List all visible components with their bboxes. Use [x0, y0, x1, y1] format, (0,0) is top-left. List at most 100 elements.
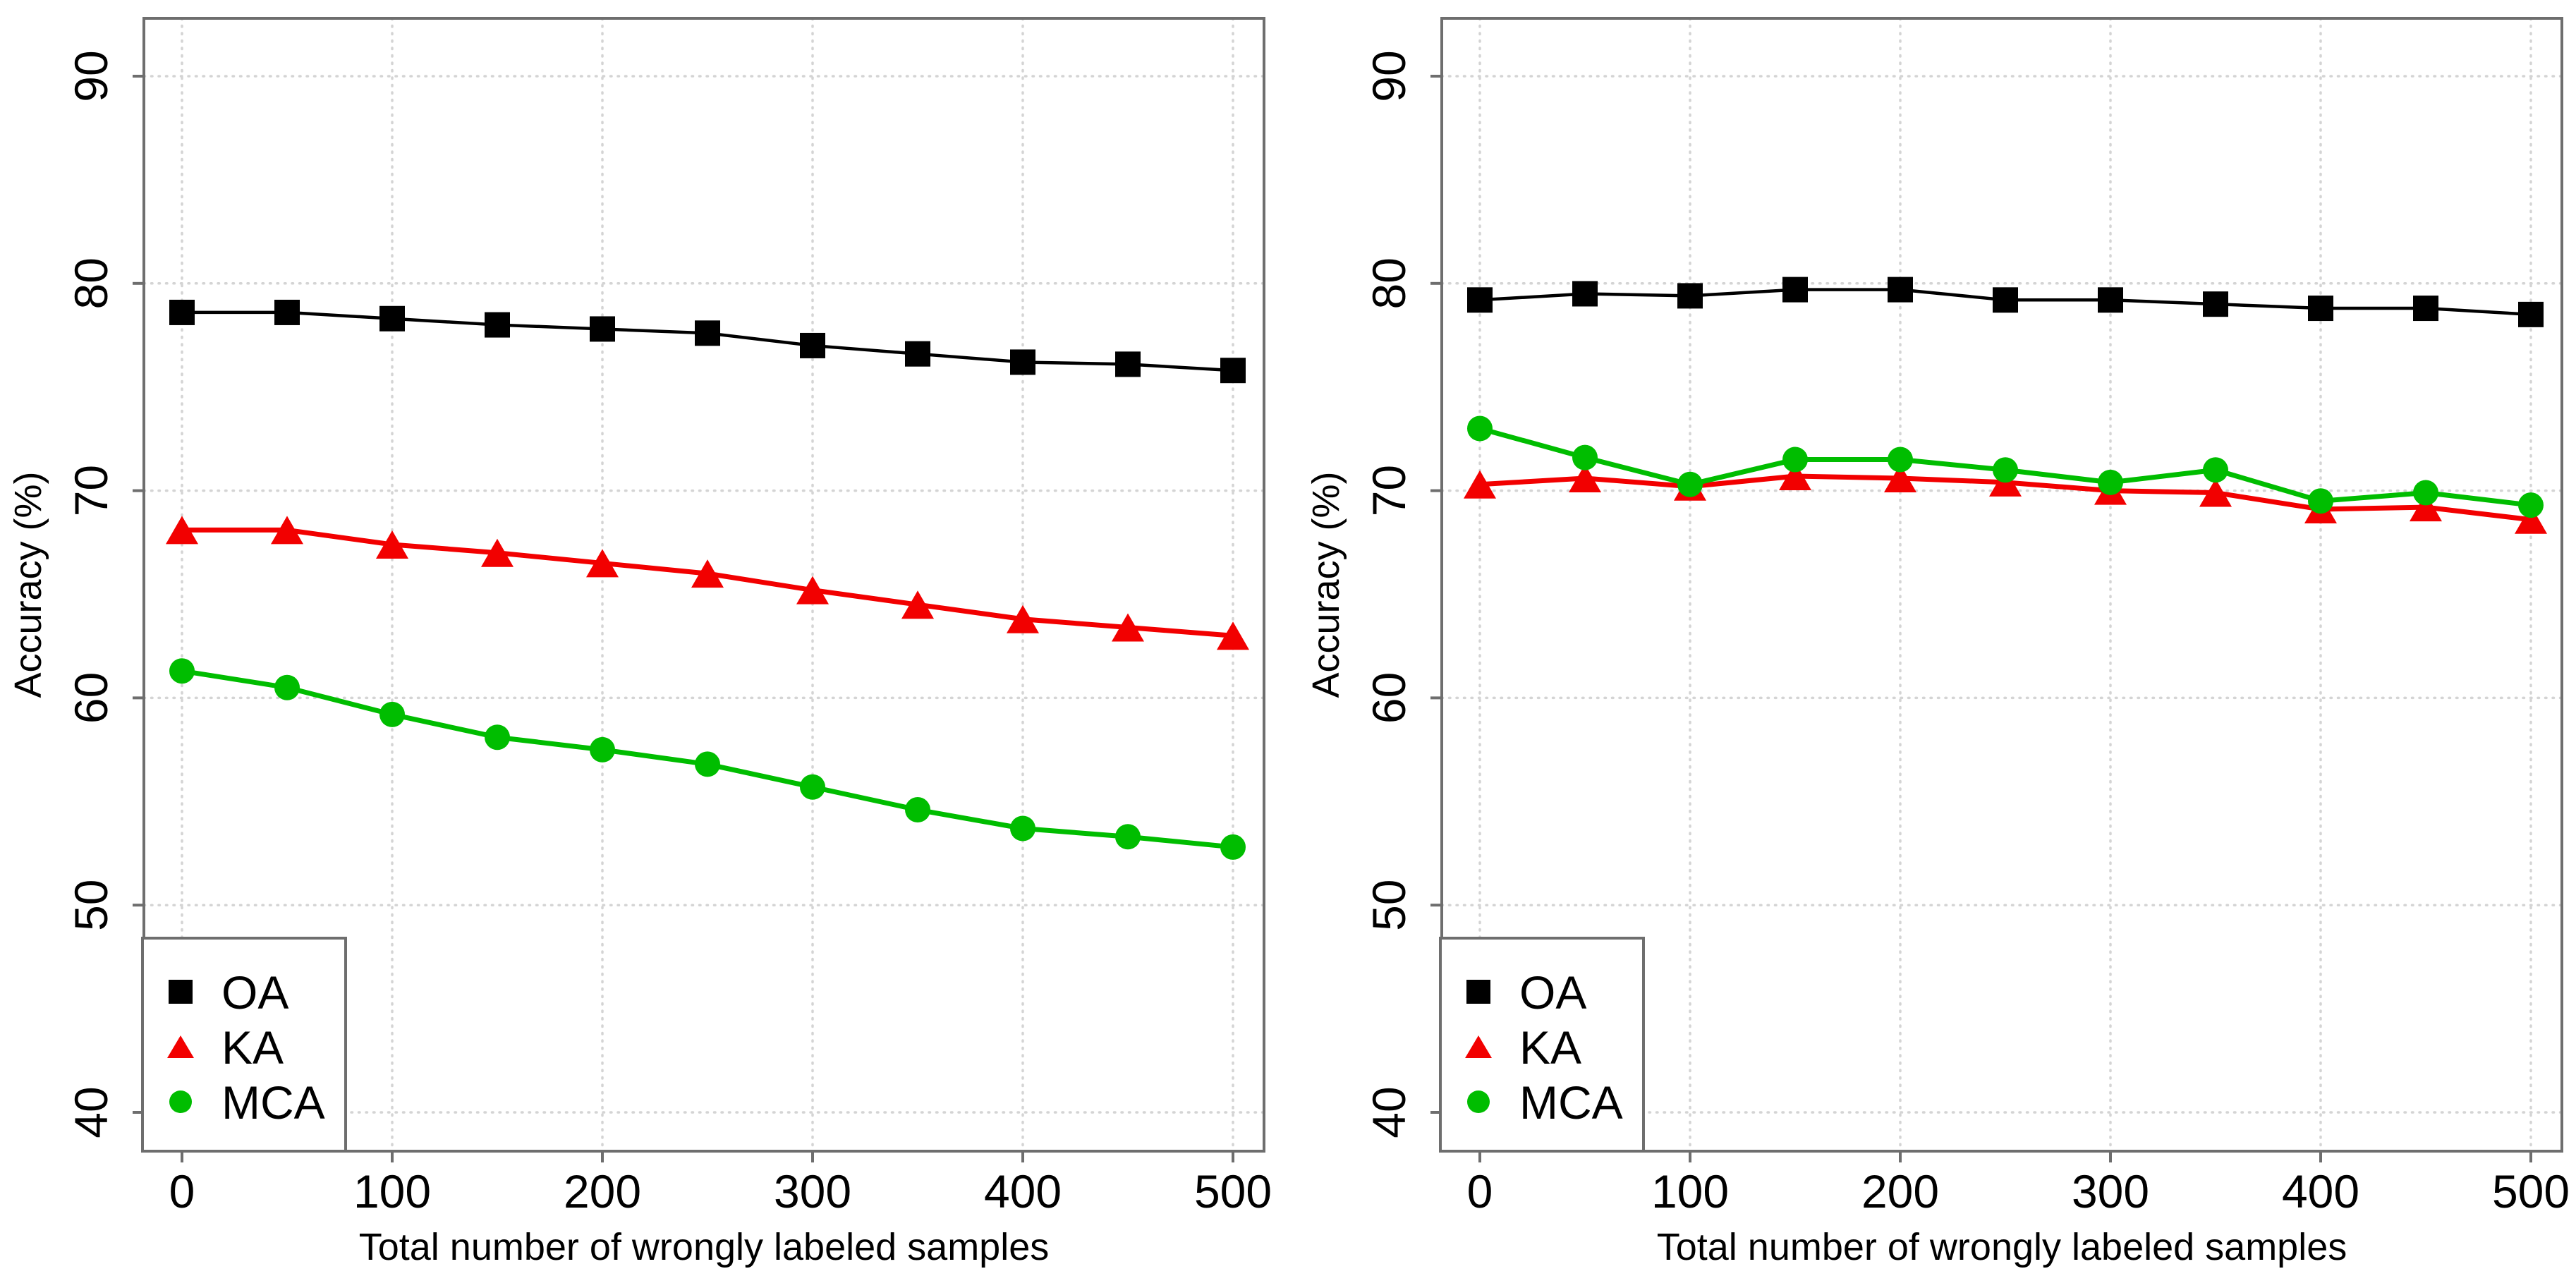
- data-point-square: [2308, 296, 2333, 322]
- data-point-triangle: [2410, 493, 2442, 522]
- tick-labels: 0 100 200 300 400 500 40 50 60 70 80 90: [65, 50, 1272, 1217]
- data-point-square: [1572, 281, 1598, 307]
- data-point-circle: [1888, 446, 1913, 473]
- plot-box: [1440, 17, 2563, 1153]
- data-point-square: [1466, 980, 1490, 1004]
- y-tick-label: 40: [65, 1086, 117, 1138]
- data-point-square: [1467, 287, 1493, 313]
- data-point-circle: [1572, 444, 1598, 470]
- data-point-circle: [2098, 469, 2123, 495]
- data-point-square: [1220, 358, 1246, 384]
- y-tick-label: 90: [1363, 50, 1415, 102]
- data-point-triangle: [901, 590, 934, 619]
- data-point-triangle: [586, 549, 619, 578]
- data-point-circle: [2413, 480, 2438, 506]
- legend-label-OA: OA: [221, 966, 288, 1019]
- data-point-square: [169, 980, 193, 1004]
- data-point-square: [1993, 287, 2018, 313]
- data-point-circle: [2308, 488, 2333, 514]
- data-point-square: [1888, 277, 1913, 303]
- data-point-circle: [2203, 457, 2228, 483]
- data-point-circle: [1220, 834, 1246, 860]
- data-point-circle: [379, 701, 405, 727]
- x-tick-label: 0: [1467, 1165, 1493, 1217]
- data-point-square: [169, 299, 195, 325]
- x-tick-label: 500: [2492, 1165, 2570, 1217]
- data-point-triangle: [1465, 1035, 1492, 1058]
- data-point-circle: [800, 774, 825, 800]
- legend-label-KA: KA: [221, 1021, 284, 1074]
- data-point-circle: [1782, 446, 1808, 473]
- x-tick-label: 0: [169, 1165, 195, 1217]
- legend-label-OA: OA: [1519, 966, 1586, 1019]
- y-axis-title: Accuracy (%): [1305, 471, 1347, 698]
- data-point-triangle: [2199, 478, 2232, 507]
- legend-label-KA: KA: [1519, 1021, 1581, 1074]
- data-point-square: [590, 316, 615, 342]
- data-point-triangle: [481, 538, 514, 567]
- data-point-square: [1115, 351, 1141, 377]
- data-point-triangle: [691, 559, 724, 588]
- data-point-circle: [169, 658, 195, 684]
- data-point-square: [2098, 287, 2123, 313]
- left-series-KA: [166, 516, 1249, 650]
- data-point-triangle: [1569, 463, 1601, 492]
- data-point-triangle: [166, 516, 198, 545]
- data-point-square: [1677, 283, 1703, 309]
- data-point-circle: [1467, 415, 1493, 442]
- data-point-circle: [590, 736, 615, 763]
- data-point-square: [379, 305, 405, 332]
- data-point-circle: [695, 751, 720, 777]
- panel-right: 0 100 200 300 400 500 40 50 60 70 80 90 Total number…: [1288, 0, 2576, 1288]
- legend-label-MCA: MCA: [1519, 1076, 1623, 1129]
- x-axis-title: Total number of wrongly labeled samples: [359, 1226, 1050, 1268]
- data-point-circle: [1993, 457, 2018, 483]
- left-series-OA: [169, 299, 1246, 384]
- data-point-circle: [485, 724, 510, 751]
- x-tick-label: 400: [2282, 1165, 2359, 1217]
- data-point-triangle: [1779, 462, 1811, 491]
- plot-box: [142, 17, 1265, 1153]
- axis-ticks: [133, 75, 1234, 1162]
- right-series-MCA: [1467, 415, 2544, 518]
- data-point-circle: [2518, 492, 2544, 518]
- data-point-triangle: [1007, 604, 1039, 633]
- data-point-triangle: [376, 530, 408, 559]
- y-tick-label: 50: [65, 879, 117, 930]
- data-point-circle: [274, 674, 300, 700]
- data-point-circle: [1115, 824, 1141, 850]
- gridlines: [1440, 17, 2563, 1153]
- y-tick-label: 80: [1363, 257, 1415, 309]
- data-point-square: [485, 312, 510, 338]
- data-point-triangle: [1217, 621, 1249, 650]
- x-tick-label: 200: [564, 1165, 641, 1217]
- data-point-square: [1010, 349, 1035, 375]
- data-point-circle: [905, 797, 930, 823]
- y-tick-label: 60: [65, 672, 117, 724]
- legend-label-MCA: MCA: [221, 1076, 325, 1129]
- x-tick-label: 100: [353, 1165, 431, 1217]
- y-axis-title: Accuracy (%): [7, 471, 49, 698]
- data-point-square: [1782, 277, 1808, 303]
- x-tick-label: 300: [2072, 1165, 2149, 1217]
- tick-labels: 0 100 200 300 400 500 40 50 60 70 80 90: [1363, 50, 2570, 1217]
- data-point-square: [2203, 291, 2228, 317]
- data-point-square: [905, 341, 930, 367]
- data-point-triangle: [271, 516, 303, 545]
- left-chart: 0 100 200 300 400 500 40 50 60 70 80 90 Total number…: [7, 17, 1272, 1268]
- data-point-triangle: [2515, 505, 2547, 534]
- panel-left: 0 100 200 300 400 500 40 50 60 70 80 90 Total number…: [7, 17, 1272, 1268]
- data-point-square: [274, 299, 300, 325]
- y-tick-label: 70: [65, 465, 117, 516]
- data-point-circle: [1467, 1090, 1490, 1113]
- data-point-circle: [169, 1090, 192, 1113]
- data-point-square: [2413, 296, 2438, 322]
- data-point-triangle: [167, 1035, 194, 1058]
- x-tick-label: 100: [1651, 1165, 1729, 1217]
- data-point-triangle: [1464, 470, 1496, 499]
- y-tick-label: 90: [65, 50, 117, 102]
- right-chart: 0 100 200 300 400 500 40 50 60 70 80 90 Total number…: [1288, 0, 2576, 1288]
- x-tick-label: 200: [1861, 1165, 1939, 1217]
